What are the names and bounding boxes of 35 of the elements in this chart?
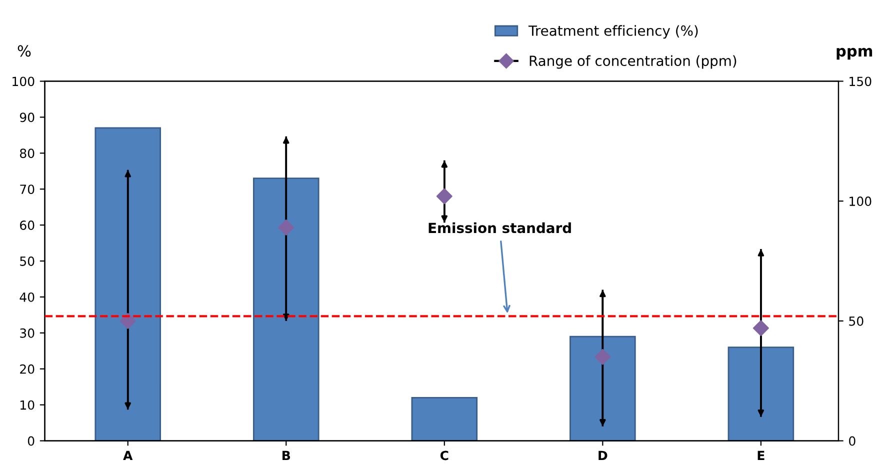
y2-axis-title: ppm xyxy=(836,48,872,60)
y2-tick-label: 100 xyxy=(850,196,872,206)
legend-label: Treatment efficiency (%) xyxy=(528,25,698,39)
y-tick-label: 90 xyxy=(20,112,34,122)
x-tick-label: A xyxy=(123,450,133,460)
y-tick-label: 60 xyxy=(20,220,34,230)
x-tick-label: D xyxy=(598,450,608,460)
y-tick-label: 80 xyxy=(20,148,34,158)
point xyxy=(278,219,294,236)
y-tick-label: 100 xyxy=(12,76,34,86)
y-tick-label: 70 xyxy=(20,184,34,194)
ref-line-label: Emission standard xyxy=(428,222,571,234)
y-axis-title: % xyxy=(18,45,31,57)
y-tick-label: 30 xyxy=(20,328,34,338)
bar xyxy=(252,178,320,441)
y-tick-label: 20 xyxy=(20,364,34,374)
y2-tick-label: 50 xyxy=(849,316,864,326)
x-tick-label: C xyxy=(440,450,448,460)
y-tick-label: 10 xyxy=(20,400,34,410)
point xyxy=(120,312,136,329)
bar xyxy=(94,127,162,441)
bar xyxy=(728,346,794,441)
x-tick-label: B xyxy=(282,450,290,460)
y-tick-label: 0 xyxy=(28,436,34,446)
x-tick-label: E xyxy=(758,450,764,460)
y2-tick-label: 0 xyxy=(849,436,856,446)
point xyxy=(436,188,452,204)
point xyxy=(594,348,611,365)
y-tick-label: 50 xyxy=(20,256,34,266)
point xyxy=(752,320,769,336)
y-tick-label: 40 xyxy=(20,292,34,302)
legend-label: Range of concentration (ppm) xyxy=(530,55,736,69)
bar xyxy=(570,336,636,441)
y2-tick-label: 150 xyxy=(850,76,872,86)
bar xyxy=(411,396,478,441)
